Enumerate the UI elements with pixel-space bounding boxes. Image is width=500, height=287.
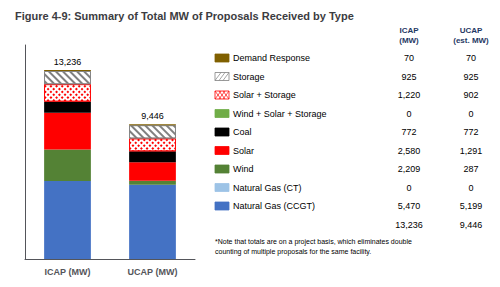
svg-text:Solar: Solar: [233, 146, 254, 156]
svg-text:Natural Gas (CCGT): Natural Gas (CCGT): [233, 201, 315, 211]
svg-text:Wind: Wind: [233, 164, 254, 174]
svg-text:(MW): (MW): [399, 36, 419, 45]
svg-text:*Note that totals are on a pro: *Note that totals are on a project basis…: [215, 238, 412, 246]
svg-text:925: 925: [463, 72, 478, 82]
svg-text:Natural Gas (CT): Natural Gas (CT): [233, 183, 302, 193]
svg-text:ICAP (MW): ICAP (MW): [45, 267, 91, 277]
svg-text:1,220: 1,220: [398, 90, 421, 100]
svg-text:902: 902: [463, 90, 478, 100]
svg-text:5,470: 5,470: [398, 201, 421, 211]
svg-text:counting of multiple proposals: counting of multiple proposals for the s…: [215, 248, 371, 256]
svg-text:13,236: 13,236: [395, 220, 423, 230]
svg-text:Solar + Storage: Solar + Storage: [233, 90, 296, 100]
svg-text:ICAP: ICAP: [399, 26, 419, 35]
svg-text:UCAP (MW): UCAP (MW): [128, 267, 178, 277]
svg-text:2,209: 2,209: [398, 164, 421, 174]
svg-text:772: 772: [463, 127, 478, 137]
svg-text:UCAP: UCAP: [460, 26, 483, 35]
svg-text:0: 0: [406, 183, 411, 193]
svg-text:1,291: 1,291: [460, 146, 483, 156]
svg-text:9,446: 9,446: [460, 220, 483, 230]
svg-text:0: 0: [468, 109, 473, 119]
svg-text:772: 772: [401, 127, 416, 137]
svg-text:5,199: 5,199: [460, 201, 483, 211]
svg-text:Coal: Coal: [233, 127, 252, 137]
svg-text:Demand Response: Demand Response: [233, 53, 310, 63]
svg-text:0: 0: [468, 183, 473, 193]
svg-text:70: 70: [466, 53, 476, 63]
svg-text:0: 0: [406, 109, 411, 119]
svg-text:Wind + Solar + Storage: Wind + Solar + Storage: [233, 109, 327, 119]
svg-text:287: 287: [463, 164, 478, 174]
svg-text:13,236: 13,236: [54, 57, 82, 67]
svg-text:70: 70: [404, 53, 414, 63]
svg-text:Storage: Storage: [233, 72, 265, 82]
svg-text:2,580: 2,580: [398, 146, 421, 156]
svg-text:Figure 4-9: Summary of Total M: Figure 4-9: Summary of Total MW of Propo…: [15, 10, 354, 22]
svg-text:9,446: 9,446: [141, 111, 164, 121]
svg-text:(est. MW): (est. MW): [453, 36, 489, 45]
svg-text:925: 925: [401, 72, 416, 82]
